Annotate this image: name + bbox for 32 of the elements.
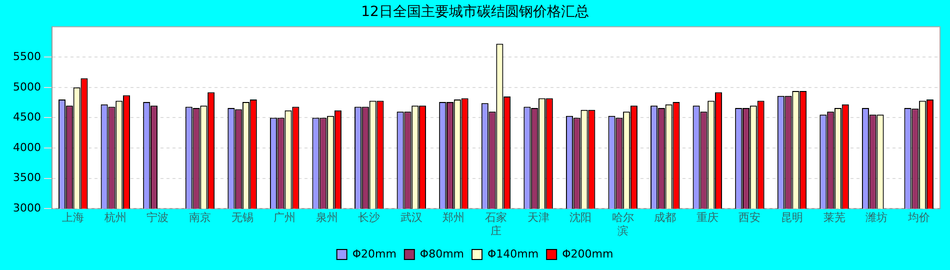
x-tick-label: 哈尔滨	[612, 211, 634, 238]
x-tick-label: 南京	[188, 211, 211, 224]
x-tick-label: 昆明	[781, 211, 803, 224]
x-tick-label: 郑州	[442, 211, 465, 224]
legend-label: Φ80mm	[420, 247, 464, 260]
x-tick-label: 武汉	[400, 211, 422, 224]
x-tick-label: 无锡	[231, 211, 254, 224]
x-tick-label: 沈阳	[570, 211, 592, 224]
y-tick-label: 5500	[12, 50, 41, 63]
chart-title: 12日全国主要城市碳结圆钢价格汇总	[361, 4, 589, 20]
x-tick-label: 成都	[654, 211, 676, 224]
y-tick-label: 4500	[12, 110, 41, 124]
y-tick-label: 4000	[12, 140, 41, 154]
x-tick-label: 莱芜	[823, 211, 846, 224]
x-tick-label: 潍坊	[866, 211, 888, 224]
x-tick-label: 泉州	[316, 211, 338, 224]
x-tick-label: 上海	[62, 211, 84, 224]
legend-label: Φ20mm	[352, 247, 396, 260]
x-tick-label: 宁波	[146, 211, 169, 224]
x-tick-label: 石家庄	[484, 211, 507, 238]
x-tick-label: 广州	[274, 211, 296, 224]
legend-label: Φ140mm	[488, 247, 539, 260]
legend-label: Φ200mm	[562, 247, 614, 260]
x-tick-label: 均价	[906, 211, 930, 224]
x-tick-label: 重庆	[696, 211, 718, 224]
x-tick-label: 西安	[738, 211, 761, 224]
x-tick-label: 天津	[527, 211, 550, 224]
x-tick-label: 长沙	[358, 211, 380, 224]
y-tick-label: 3000	[12, 201, 41, 214]
x-tick-label: 杭州	[103, 211, 126, 224]
y-tick-label: 3500	[12, 171, 41, 184]
y-tick-label: 5000	[12, 80, 41, 94]
